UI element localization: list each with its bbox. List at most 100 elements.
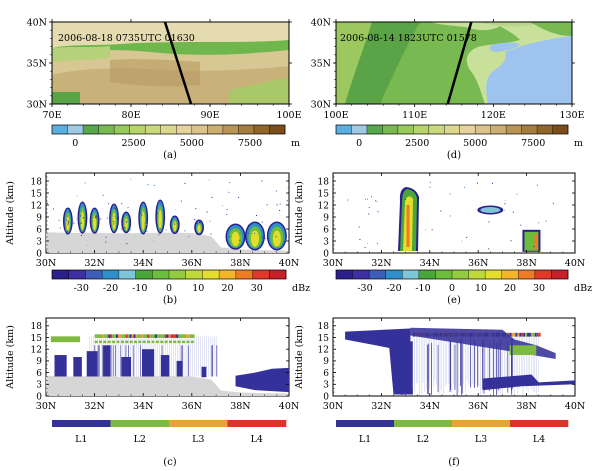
reflectivity-speckle — [253, 232, 255, 235]
colorbar-swatch — [490, 125, 507, 134]
class-upper-cloud — [519, 332, 522, 337]
class-l2-cloud — [138, 340, 142, 344]
class-l2-cloud — [112, 340, 116, 344]
y-tick-label: 35N — [311, 59, 331, 70]
colorbar-swatch — [534, 270, 552, 279]
reflectivity-noise — [210, 233, 212, 235]
y-tick-label: 3 — [36, 237, 42, 247]
reflectivity-noise — [226, 209, 228, 211]
colorbar-tick-label: 0 — [72, 138, 78, 149]
class-upper-cloud — [530, 332, 533, 337]
y-tick-label: 6 — [36, 225, 42, 235]
panel-a-letter: (a) — [163, 150, 177, 161]
reflectivity-noise — [347, 199, 349, 201]
colorbar-unit: m — [574, 138, 583, 149]
reflectivity-speckle — [177, 219, 179, 221]
x-tick-label: 32N — [84, 401, 104, 412]
colorbar-swatch — [114, 125, 130, 134]
reflectivity-speckle — [175, 230, 177, 232]
reflectivity-speckle — [172, 228, 174, 230]
class-l2-cloud — [155, 340, 159, 344]
reflectivity-noise — [58, 219, 60, 221]
reflectivity-noise — [157, 209, 159, 211]
panel-f-letter: (f) — [448, 457, 460, 468]
colorbar-swatch — [102, 270, 120, 279]
class-upper-cloud — [174, 334, 178, 338]
class-upper-cloud — [166, 334, 170, 338]
reflectivity-noise — [461, 240, 463, 242]
panel-e-colorbar: -30 -20 -10 0 10 20 30 dBz — [335, 269, 592, 294]
y-tick-label: 18 — [31, 322, 43, 332]
colorbar-tick-label: -30 — [357, 283, 372, 294]
x-tick-label: 30N — [36, 401, 56, 412]
x-tick-label: 36N — [468, 258, 488, 269]
class-l1-cloud — [160, 355, 170, 377]
colorbar-swatch — [468, 270, 486, 279]
colorbar-swatch — [382, 125, 399, 134]
class-label: L4 — [533, 434, 545, 445]
reflectivity-noise — [510, 240, 512, 242]
colorbar-swatch — [135, 270, 153, 279]
colorbar-swatch — [444, 125, 461, 134]
reflectivity-speckle — [227, 242, 229, 244]
panel-b-data — [46, 178, 289, 253]
class-l1-cloud — [73, 357, 82, 377]
colorbar-tick-label: 10 — [475, 283, 487, 294]
reflectivity-speckle — [115, 208, 117, 210]
colorbar-swatch — [269, 125, 286, 134]
reflectivity-speckle — [79, 215, 81, 218]
x-tick-label: 32N — [371, 401, 391, 412]
colorbar-tick-label: 2500 — [121, 138, 145, 149]
reflectivity-noise — [140, 232, 142, 234]
reflectivity-noise — [67, 221, 69, 223]
colorbar-swatch — [428, 125, 445, 134]
x-tick-label: 38N — [230, 258, 250, 269]
class-upper-cloud — [176, 334, 179, 338]
reflectivity-noise — [358, 226, 360, 228]
panel-b-letter: (b) — [163, 295, 177, 306]
reflectivity-noise — [404, 198, 406, 200]
y-tick-label: 9 — [323, 213, 329, 223]
colorbar-swatch — [459, 125, 476, 134]
y-tick-label: 6 — [323, 225, 329, 235]
x-tick-label: 120E — [481, 110, 506, 121]
class-upper-cloud — [538, 332, 541, 337]
reflectivity-noise — [376, 242, 378, 244]
reflectivity-noise — [73, 222, 75, 224]
reflectivity-speckle — [162, 209, 164, 211]
class-l2-cloud — [129, 340, 133, 344]
class-l1-cloud — [483, 374, 575, 391]
colorbar-frame — [335, 124, 569, 135]
colorbar-tick-label: 20 — [221, 283, 233, 294]
colorbar-unit: m — [291, 138, 300, 149]
y-tick-label: 30N — [27, 100, 47, 111]
reflectivity-noise — [512, 211, 514, 213]
class-upper-cloud — [507, 332, 510, 337]
class-upper-cloud — [123, 334, 127, 338]
class-upper-cloud — [141, 334, 144, 338]
reflectivity-speckle — [66, 219, 68, 221]
colorbar-swatch — [385, 270, 403, 279]
reflectivity-noise — [367, 242, 369, 244]
colorbar-tick-label: 0 — [166, 283, 172, 294]
class-upper-cloud — [511, 332, 514, 337]
class-upper-cloud — [135, 334, 139, 338]
class-upper-cloud — [178, 334, 181, 338]
colorbar-unit: dBz — [292, 283, 310, 294]
reflectivity-speckle — [67, 215, 69, 218]
class-upper-cloud — [168, 334, 172, 338]
class-l2-cloud — [50, 336, 81, 343]
reflectivity-noise — [466, 236, 468, 238]
class-upper-cloud — [108, 334, 111, 338]
panel-f-data — [345, 327, 575, 396]
panel-d-letter: (d) — [447, 150, 461, 161]
x-tick-label: 34N — [133, 401, 153, 412]
colorbar-swatch — [269, 270, 287, 279]
colorbar-swatch — [506, 125, 522, 134]
colorbar-swatch — [67, 125, 84, 134]
reflectivity-noise — [226, 213, 228, 215]
reflectivity-noise — [175, 209, 177, 211]
reflectivity-noise — [209, 220, 211, 222]
